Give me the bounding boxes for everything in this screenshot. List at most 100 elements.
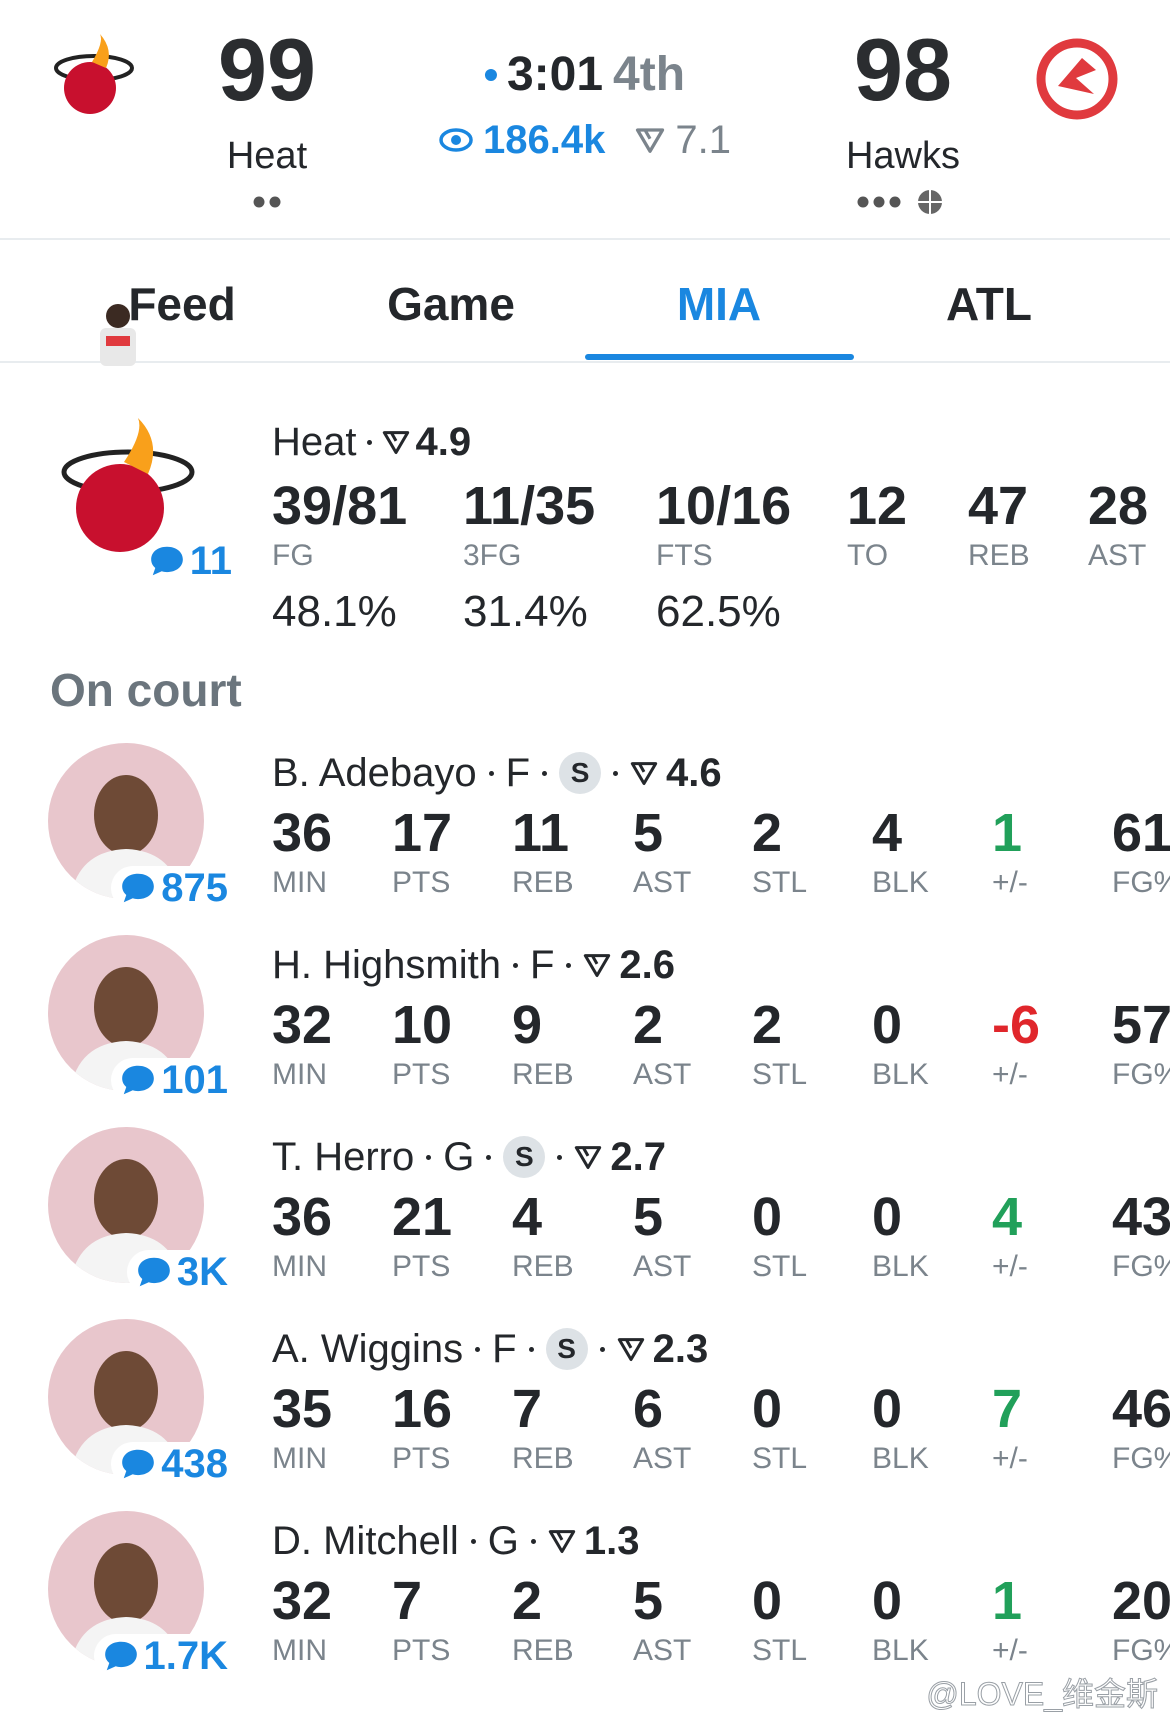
player-comments: 1.7K	[93, 1634, 232, 1678]
team-stat-value: 39/81	[272, 476, 408, 536]
player-comments: 3K	[126, 1250, 232, 1294]
away-team: Hawks	[845, 135, 961, 177]
player-stat-label: REB	[512, 1250, 574, 1283]
separator-dot	[557, 1154, 563, 1160]
comment-count: 3K	[176, 1250, 228, 1294]
player-stat-value: 2	[512, 1571, 543, 1631]
team-stat-label: FTS	[656, 539, 713, 572]
player-rating: 2.3	[652, 1327, 709, 1371]
player-stat-label: FG%	[1112, 1058, 1170, 1091]
team-stat-pct: 31.4%	[463, 587, 588, 636]
player-stat-value: 57	[1112, 995, 1170, 1055]
viewers: 186.4k	[483, 118, 606, 162]
player-stat-label: BLK	[872, 866, 929, 899]
separator-dot	[528, 1346, 534, 1352]
comment-count: 101	[161, 1058, 228, 1102]
player-position: F	[505, 751, 531, 795]
heat-logo	[54, 34, 134, 114]
home-team: Heat	[226, 135, 308, 177]
tab[interactable]: Game	[387, 278, 515, 330]
player-stat-value: -6	[992, 995, 1041, 1055]
rating-icon	[548, 1527, 576, 1555]
player-stat-label: REB	[512, 866, 574, 899]
player-stat-value: 35	[272, 1379, 333, 1439]
player-stat-label: PTS	[392, 1058, 451, 1091]
period: 4th	[613, 48, 686, 101]
comment-count: 438	[161, 1442, 228, 1486]
rating-icon	[635, 125, 665, 155]
player-rating: 4.6	[666, 751, 722, 795]
home-score: 99	[218, 20, 316, 119]
player-stat-label: MIN	[272, 1058, 327, 1091]
team-header: Heat 4.9	[272, 422, 471, 462]
player-stat-label: FG%	[1112, 1634, 1170, 1667]
timeouts-home	[253, 196, 283, 208]
player-header: B. Adebayo F S 4.6	[272, 752, 722, 794]
player-name: D. Mitchell	[272, 1519, 459, 1563]
player-stat-value: 0	[872, 1187, 903, 1247]
clock: 3:01	[506, 48, 604, 101]
player-stat-label: MIN	[272, 1250, 327, 1283]
rating-icon	[382, 428, 410, 456]
team-stat-pct: 62.5%	[656, 587, 781, 636]
comment-icon	[119, 1445, 157, 1483]
starter-badge: S	[559, 752, 602, 794]
player-position: G	[443, 1135, 475, 1179]
player-stat-label: AST	[633, 1634, 692, 1667]
player-stat-label: MIN	[272, 1442, 327, 1475]
player-stat-value: 1	[992, 803, 1023, 863]
player-stat-label: FG%	[1112, 866, 1170, 899]
player-position: G	[487, 1519, 519, 1563]
player-comments: 438	[111, 1442, 232, 1486]
eye-icon	[439, 127, 473, 153]
live-dot	[484, 69, 497, 81]
player-stat-label: +/-	[992, 1250, 1028, 1283]
player-stat-value: 36	[272, 1187, 333, 1247]
player-stat-label: +/-	[992, 866, 1028, 899]
player-stat-label: MIN	[272, 1634, 327, 1667]
player-stat-label: BLK	[872, 1634, 929, 1667]
player-stat-value: 5	[633, 803, 664, 863]
team-stat-pct: 48.1%	[272, 587, 397, 636]
player-stat-value: 0	[872, 1379, 903, 1439]
player-stat-label: BLK	[872, 1058, 929, 1091]
player-stat-value: 9	[512, 995, 543, 1055]
divider	[0, 361, 1170, 363]
tab[interactable]: ATL	[945, 278, 1033, 330]
comment-count: 875	[161, 866, 228, 910]
team-stat-label: AST	[1088, 539, 1147, 572]
player-stat-label: +/-	[992, 1634, 1028, 1667]
player-stat-label: +/-	[992, 1442, 1028, 1475]
player-stat-value: 32	[272, 995, 333, 1055]
player-rating: 1.3	[583, 1519, 640, 1563]
player-stat-value: 0	[752, 1187, 783, 1247]
player-name: T. Herro	[272, 1135, 415, 1179]
team-stat-label: REB	[968, 539, 1030, 572]
player-header: A. Wiggins F S 2.3	[272, 1328, 708, 1370]
player-stat-value: 4	[992, 1187, 1023, 1247]
team-stat-value: 10/16	[656, 476, 792, 536]
player-position: F	[529, 943, 555, 987]
player-stat-label: BLK	[872, 1250, 929, 1283]
player-stat-value: 5	[633, 1571, 664, 1631]
player-stat-label: STL	[752, 1442, 808, 1475]
separator-dot	[599, 1346, 605, 1352]
comment-count: 1.7K	[143, 1634, 229, 1678]
player-stat-value: 2	[752, 995, 783, 1055]
player-stat-label: STL	[752, 1250, 808, 1283]
player-stat-label: +/-	[992, 1058, 1028, 1091]
team-stat-label: TO	[847, 539, 889, 572]
player-header: D. Mitchell G 1.3	[272, 1521, 639, 1561]
player-rating: 2.6	[619, 943, 675, 987]
tab[interactable]: Feed	[128, 278, 236, 330]
away-score: 98	[854, 20, 952, 119]
comment-icon	[148, 542, 186, 580]
player-stat-label: BLK	[872, 1442, 929, 1475]
game-clock: 3:01 4th	[484, 48, 686, 101]
player-stat-value: 2	[752, 803, 783, 863]
tab-active[interactable]: MIA	[676, 278, 762, 330]
separator-dot	[566, 962, 572, 968]
comment-icon	[102, 1637, 140, 1675]
comment-count: 11	[189, 539, 232, 583]
player-stat-value: 5	[633, 1187, 664, 1247]
